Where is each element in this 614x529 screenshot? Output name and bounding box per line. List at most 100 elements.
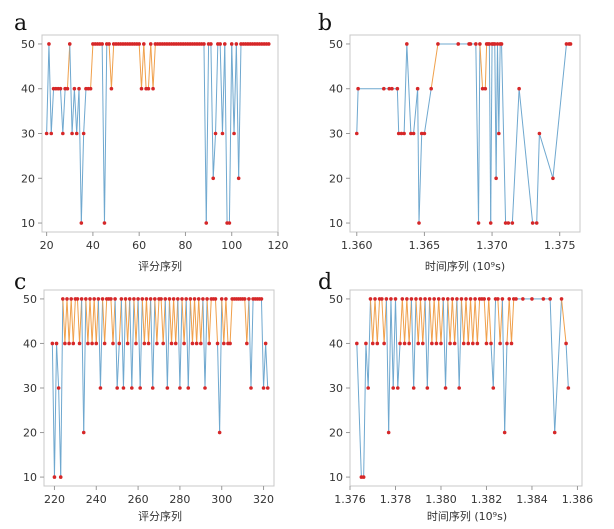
panel-d-data-point [395,386,400,390]
panel-b-data-point [494,176,498,181]
panel-c-data-point [150,386,155,390]
panel-c-data-point [54,341,59,346]
panel-d-data-point [548,297,552,301]
panel-c-series-segment [208,298,212,344]
panel-b-data-point [468,42,473,46]
panel-a-series-segment [60,88,64,134]
panel-c-y-tick-label: 10 [23,471,37,484]
panel-a-data-point [266,42,271,46]
panel-d-series-segment [394,298,399,389]
panel-d-data-point [509,341,514,346]
panel-d-data-point [484,341,489,346]
panel-d-series-segment [549,298,556,433]
panel-c-data-point [140,297,145,301]
panel-b-data-point [488,221,493,225]
panel-c-data-point [176,297,180,301]
panel-c-series-segment [118,298,122,344]
panel-d-data-point [407,341,411,346]
panel-a-series-segment [224,43,228,224]
panel-a-series-segment [50,88,55,134]
panel-c-series-segment [81,298,85,433]
panel-a-data-point [67,42,72,46]
panel-d-series-segment [404,298,408,344]
panel-b-data-point [530,221,535,225]
panel-a-data-point [107,42,111,46]
panel-b-series-segment [478,43,481,224]
panel-a-data-point [139,86,144,91]
panel-b-data-point [517,86,521,91]
panel-c-data-point [52,475,57,479]
panel-b-data-point [436,42,440,46]
panel-d-series-segment [485,298,490,344]
panel-c-data-point [96,297,101,301]
panel-c-data-point [144,297,149,301]
panel-a-data-point [102,221,107,225]
panel-d-data-point [452,341,457,346]
panel-d-data-point [502,430,507,435]
panel-c-data-point [84,297,88,301]
panel-c-letter: c [14,270,26,295]
panel-c-series-segment [185,298,189,389]
panel-d-series-segment [474,298,478,344]
panel-a-data-point [209,42,213,46]
panel-d-data-point [461,341,466,346]
panel-c-series-segment [263,343,267,389]
panel-c-series-segment [204,298,208,389]
panel-c-data-point [58,475,63,479]
panel-d-series-segment [460,298,465,344]
panel-d-data-point [370,341,375,346]
panel-c-series-segment [160,298,164,344]
panel-d-x-tick-label: 1.380 [425,493,457,506]
panel-b-data-point [399,131,404,136]
panel-c-series-segment [171,298,175,344]
panel-c-data-point [263,341,268,346]
panel-d-data-point [464,297,468,301]
panel-b-data-point [395,86,400,91]
panel-b-series-segment [484,43,488,89]
panel-c-data-point [98,386,103,390]
panel-b-plot-frame [349,34,581,233]
panel-a-series-segment [90,43,94,89]
panel-d-data-point [498,341,502,346]
panel-c-data-point [100,297,105,301]
panel-c-data-point [201,297,205,301]
panel-c-data-point [88,297,92,301]
panel-b-data-point [422,131,427,136]
panel-c-series-segment [112,298,116,344]
panel-a-data-point [220,131,225,136]
panel-d-series-segment [465,298,469,344]
panel-d-data-point [366,386,370,390]
panel-c-data-point [79,297,84,301]
panel-d-data-point [455,297,459,301]
panel-c-data-point [167,297,172,301]
panel-a-series-segment [48,43,52,134]
panel-c-data-point [171,297,176,301]
panel-c-data-point [61,297,65,301]
panel-c-data-point [203,386,207,390]
panel-d-data-point [496,297,500,301]
panel-b-xlabel: 时间序列 (10⁹s) [425,259,505,273]
panel-c-series-segment [156,298,160,344]
panel-d-data-point [375,341,380,346]
panel-c-data-point [50,341,55,346]
panel-c-data-point [136,297,140,301]
panel-b-series-segment [501,43,507,224]
panel-c-series-segment [76,298,81,344]
panel-d-series-segment [367,298,371,389]
panel-a-series-segment [78,88,82,224]
panel-c-data-point [247,297,251,301]
panel-b-data-point [497,131,501,136]
panel-b-data-point [476,221,481,225]
panel-c-series-segment [189,298,193,344]
panel-d-data-point [380,297,384,301]
panel-b-series-segment [536,133,540,224]
panel-c-series-segment [72,298,76,344]
panel-d-series-segment [390,298,394,389]
panel-d-data-point [500,297,505,301]
panel-c-data-point [146,341,151,346]
panel-b-data-point [492,42,497,46]
panel-d-series-segment [497,298,501,344]
panel-d-series-segment [392,298,396,389]
panel-d-series-segment [472,298,476,344]
panel-d-letter: d [318,270,332,295]
